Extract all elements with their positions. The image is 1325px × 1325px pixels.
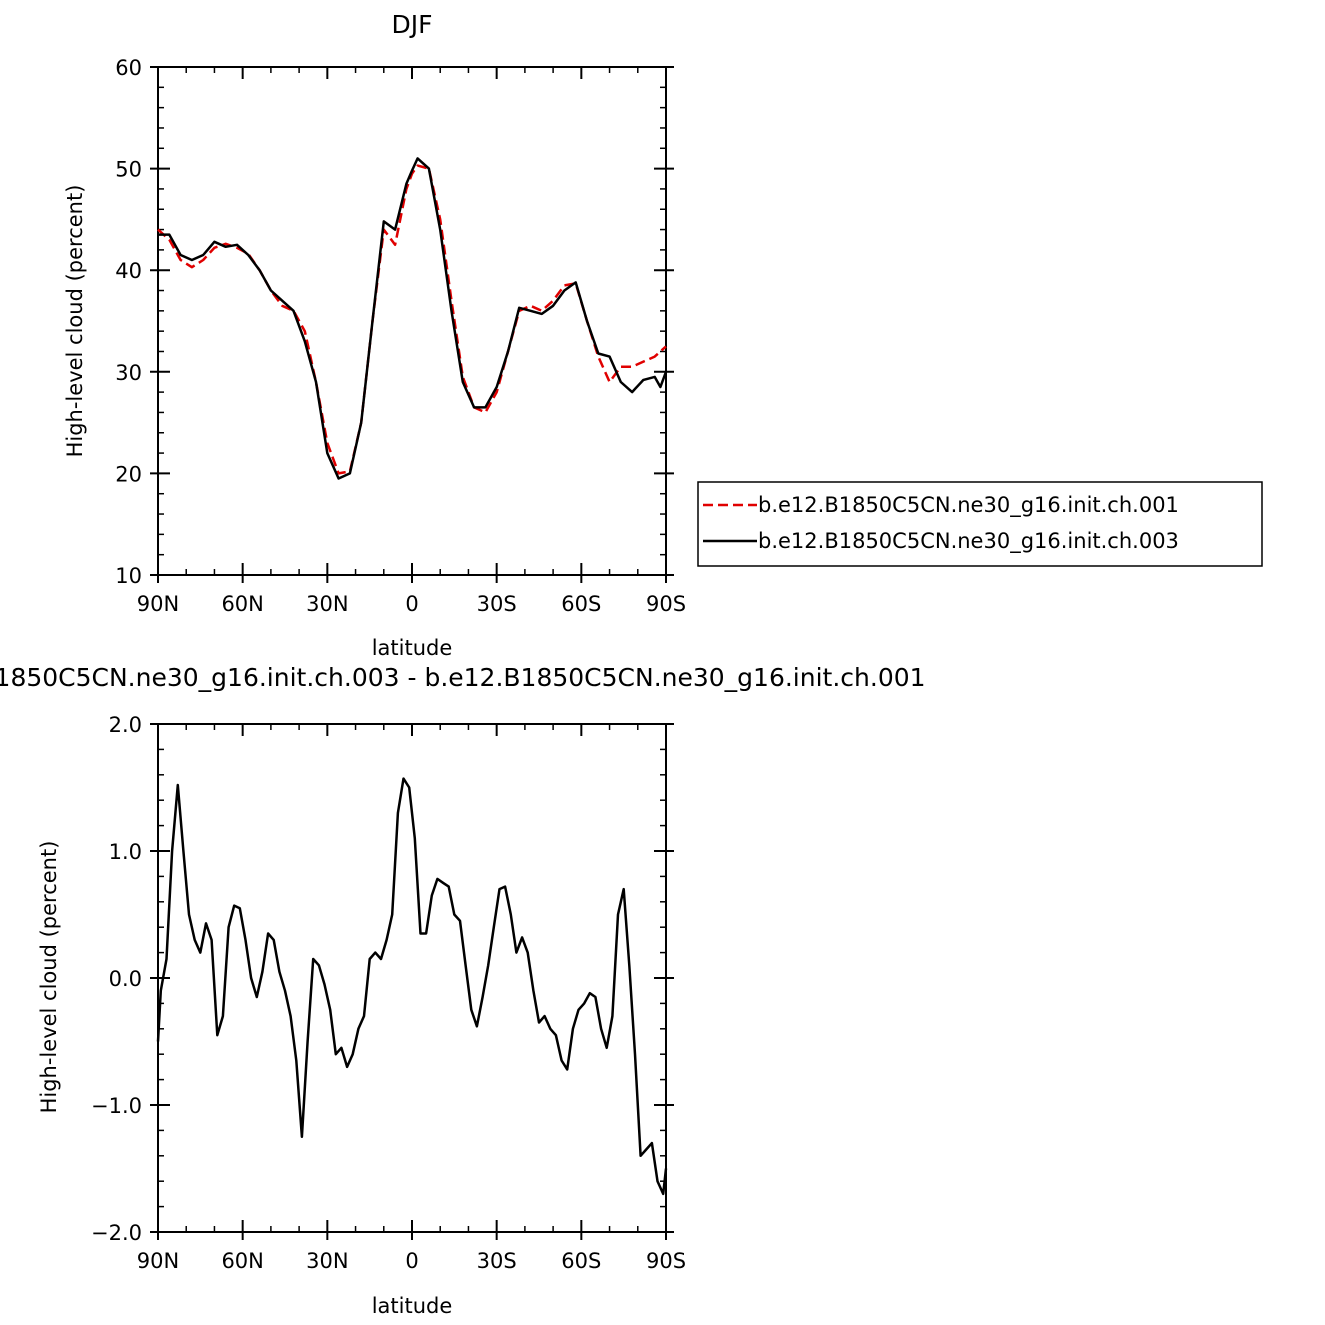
top-x-tick-label: 90S (646, 592, 686, 616)
top-x-tick-label: 30N (306, 592, 348, 616)
top-y-tick-label: 60 (115, 56, 142, 80)
legend-label-series-1: b.e12.B1850C5CN.ne30_g16.init.ch.001 (758, 493, 1179, 518)
top-series-group (157, 157, 668, 480)
legend: b.e12.B1850C5CN.ne30_g16.init.ch.001 b.e… (697, 481, 1263, 567)
top-x-axis-label: latitude (372, 636, 453, 660)
bottom-x-tick-label: 60S (561, 1249, 601, 1273)
bottom-series-line-1 (156, 777, 668, 1196)
bottom-y-tick-label: −1.0 (91, 1094, 142, 1118)
bottom-x-axis-label: latitude (372, 1294, 453, 1318)
bottom-y-tick-label: 0.0 (109, 967, 142, 991)
bottom-x-tick-label: 90N (137, 1249, 179, 1273)
top-axes-frame: 90N 60N 30N 0 30S 60S 90S 10 20 30 40 50 60 (115, 56, 686, 616)
bottom-x-tick-label: 0 (405, 1249, 418, 1273)
bottom-y-axis-label: High-level cloud (percent) (37, 841, 61, 1114)
bottom-x-tick-label: 30S (477, 1249, 517, 1273)
bottom-y-tick-label: 2.0 (109, 713, 142, 737)
legend-box (697, 481, 1263, 567)
top-y-tick-label: 50 (115, 158, 142, 182)
top-plot-frame (157, 66, 667, 576)
top-y-tick-label: 10 (115, 564, 142, 588)
top-chart-title: DJF (391, 10, 432, 39)
bottom-x-tick-label: 60N (221, 1249, 263, 1273)
top-y-tick-label: 40 (115, 259, 142, 283)
top-series-line-1 (157, 164, 667, 475)
bottom-x-tick-label: 30N (306, 1249, 348, 1273)
bottom-plot-frame (157, 723, 667, 1233)
bottom-series-group (156, 777, 668, 1196)
bottom-x-tick-label: 90S (646, 1249, 686, 1273)
top-x-tick-label: 90N (137, 592, 179, 616)
bottom-axes-frame: 90N 60N 30N 0 30S 60S 90S −2.0 −1.0 0.0 1.0 2.0 (91, 713, 686, 1273)
bottom-chart-title: b.e12.B1850C5CN.ne30_g16.init.ch.003 - b… (0, 663, 926, 692)
top-x-tick-label: 60N (221, 592, 263, 616)
legend-label-series-2: b.e12.B1850C5CN.ne30_g16.init.ch.003 (758, 529, 1179, 554)
top-series-line-2 (158, 157, 668, 480)
top-x-tick-label: 60S (561, 592, 601, 616)
top-y-tick-label: 20 (115, 462, 142, 486)
top-panel: DJF 90N 60N 30N 0 30S 60S 90S 10 20 30 40 50 60 lati… (63, 10, 686, 660)
bottom-y-tick-label: 1.0 (109, 840, 142, 864)
top-x-tick-label: 30S (477, 592, 517, 616)
top-y-tick-label: 30 (115, 361, 142, 385)
top-x-tick-label: 0 (405, 592, 418, 616)
bottom-y-tick-label: −2.0 (91, 1221, 142, 1245)
top-y-axis-label: High-level cloud (percent) (63, 185, 87, 458)
bottom-panel: b.e12.B1850C5CN.ne30_g16.init.ch.003 - b… (0, 663, 926, 1318)
